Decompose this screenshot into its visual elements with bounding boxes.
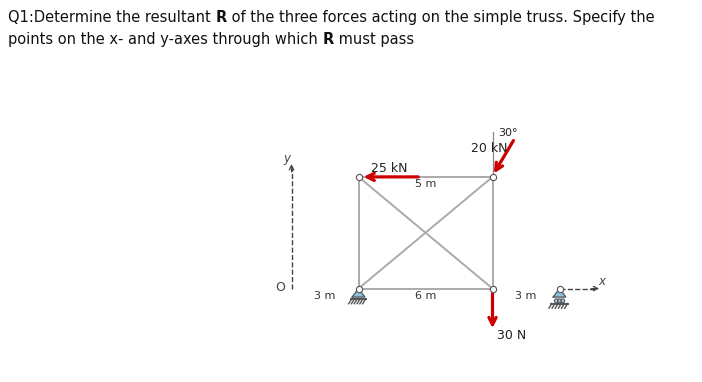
Text: 30 N: 30 N (497, 329, 526, 342)
Text: R: R (216, 10, 227, 24)
Polygon shape (553, 288, 566, 297)
Text: O: O (274, 281, 284, 294)
Text: 25 kN: 25 kN (371, 162, 407, 175)
Text: of the three forces acting on the simple truss. Specify the: of the three forces acting on the simple… (227, 10, 655, 24)
Text: must pass: must pass (334, 32, 414, 47)
Text: y: y (284, 152, 291, 165)
Text: Q1:Determine the resultant: Q1:Determine the resultant (8, 10, 216, 24)
Text: points on the x- and y-axes through which: points on the x- and y-axes through whic… (8, 32, 323, 47)
Text: 5 m: 5 m (415, 179, 436, 189)
Circle shape (555, 299, 558, 303)
Text: 6 m: 6 m (415, 291, 436, 301)
Text: R: R (323, 32, 334, 47)
Circle shape (561, 299, 564, 303)
Text: x: x (599, 275, 606, 288)
Text: 20 kN: 20 kN (471, 142, 508, 155)
Polygon shape (352, 288, 365, 297)
Text: 3 m: 3 m (515, 291, 537, 301)
Text: 30°: 30° (498, 128, 517, 138)
Circle shape (557, 299, 562, 303)
Text: 3 m: 3 m (314, 291, 336, 301)
